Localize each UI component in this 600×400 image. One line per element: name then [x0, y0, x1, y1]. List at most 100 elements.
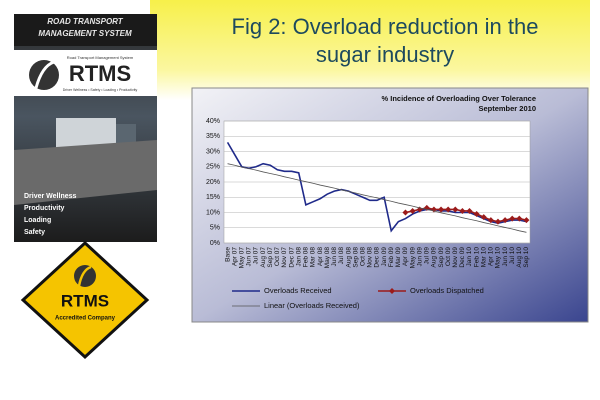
truck [56, 118, 116, 148]
x-tick-label: Oct 09 [445, 247, 452, 267]
y-tick-label: 15% [206, 194, 220, 201]
badge-diamond [20, 240, 150, 360]
legend-label: Overloads Dispatched [410, 286, 484, 295]
series-marker [509, 215, 516, 222]
poster-item: Loading [24, 217, 51, 224]
x-tick-label: Sep 08 [352, 247, 359, 268]
badge-icon [77, 265, 92, 287]
y-tick-label: 40% [206, 118, 220, 125]
slide-title: sugar industry [316, 42, 454, 67]
poster-logo: RTMS [69, 61, 131, 86]
x-tick-label: Sep 07 [267, 247, 274, 268]
x-tick-label: Oct 08 [359, 247, 366, 267]
series-marker [452, 206, 459, 213]
x-tick-label: Aug 10 [516, 247, 523, 268]
x-tick-label: Jun 07 [246, 247, 253, 267]
x-tick-label: May 08 [324, 247, 331, 269]
x-tick-label: Mar 09 [395, 247, 402, 268]
y-tick-label: 35% [206, 133, 220, 140]
x-tick-label: Aug 07 [260, 247, 267, 268]
x-tick-label: Feb 08 [303, 247, 310, 268]
legend-marker [389, 288, 395, 294]
poster-item: Driver Wellness [24, 193, 77, 200]
legend-label: Linear (Overloads Received) [264, 301, 360, 310]
chart: 0%5%10%15%20%25%30%35%40%Base Apr 07 May 0… [206, 118, 530, 310]
legend-label: Overloads Received [264, 286, 332, 295]
x-tick-label: May 09 [409, 247, 416, 269]
x-tick-label: Mar 10 [480, 247, 487, 268]
x-tick-label: Nov 09 [452, 247, 459, 268]
series-marker [438, 206, 445, 213]
slide-title: Fig 2: Overload reduction in the [232, 14, 539, 39]
series-line [227, 163, 527, 233]
x-tick-label: Aug 09 [431, 247, 438, 268]
chart-subtitle: September 2010 [478, 104, 536, 113]
badge: RTMS Accredited Company [20, 240, 150, 360]
x-tick-label: Mar 08 [310, 247, 317, 268]
series-marker [487, 217, 494, 224]
x-tick-label: Apr 07 [231, 247, 238, 267]
x-tick-label: Sep 10 [523, 247, 530, 268]
series-marker [523, 217, 530, 224]
badge-icon [74, 265, 96, 287]
x-tick-label: Oct 07 [274, 247, 281, 267]
x-tick-label: Jan 08 [295, 247, 302, 267]
y-tick-label: 5% [210, 225, 220, 232]
y-tick-label: 25% [206, 164, 220, 171]
x-tick-label: Dec 09 [459, 247, 466, 268]
y-tick-label: 0% [210, 240, 220, 247]
x-tick-label: May 10 [495, 247, 502, 269]
x-tick-label: Jan 10 [466, 247, 473, 267]
poster-logo-sub: Road Transport Management System [67, 55, 134, 60]
poster-item: Productivity [24, 205, 65, 212]
series-marker [445, 206, 452, 213]
series-marker [409, 207, 416, 214]
poster-banner-text: ROAD TRANSPORT [47, 17, 124, 26]
y-tick-label: 20% [206, 179, 220, 186]
y-tick-label: 30% [206, 148, 220, 155]
poster: ROAD TRANSPORT MANAGEMENT SYSTEM RTMS Ro… [14, 14, 157, 242]
series-marker [494, 218, 501, 225]
bridge [14, 140, 157, 205]
x-tick-label: Apr 10 [488, 247, 495, 267]
poster-tagline: Driver Wellness • Safety • Loading • Pro… [63, 88, 138, 92]
x-tick-label: Nov 08 [367, 247, 374, 268]
x-tick-label: Jun 09 [416, 247, 423, 267]
series-marker [480, 214, 487, 221]
x-tick-label: Aug 08 [345, 247, 352, 268]
series-marker [473, 211, 480, 218]
x-tick-label: Apr 09 [402, 247, 409, 267]
x-tick-label: Jun 10 [502, 247, 509, 267]
x-tick-label: Apr 08 [317, 247, 324, 267]
x-tick-label: Feb 09 [388, 247, 395, 268]
x-tick-label: Nov 07 [281, 247, 288, 268]
x-tick-label: Jan 09 [381, 247, 388, 267]
x-tick-label: Sep 09 [438, 247, 445, 268]
y-tick-label: 10% [206, 209, 220, 216]
x-tick-label: Jul 10 [509, 247, 516, 265]
x-tick-label: Jul 09 [424, 247, 431, 265]
title-band [150, 0, 590, 100]
logo-icon [34, 60, 55, 89]
x-tick-label: Dec 07 [288, 247, 295, 268]
x-tick-label: May 07 [239, 247, 246, 269]
series-marker [459, 207, 466, 214]
logo-icon [29, 60, 59, 90]
x-tick-label: Jul 08 [338, 247, 345, 265]
poster-banner [14, 14, 157, 46]
chart-title: % Incidence of Overloading Over Toleranc… [382, 94, 537, 103]
series-marker [516, 215, 523, 222]
x-tick-label: Jul 07 [253, 247, 260, 265]
x-tick-label: Base [224, 247, 231, 262]
badge-sub: Accredited Company [55, 316, 116, 322]
x-tick-label: Dec 08 [374, 247, 381, 268]
x-tick-label: Jun 08 [331, 247, 338, 267]
series-marker [502, 217, 509, 224]
series-marker [466, 207, 473, 214]
poster-item: Safety [24, 229, 45, 236]
badge-name: RTMS [61, 291, 109, 310]
poster-banner-text: MANAGEMENT SYSTEM [38, 29, 132, 38]
x-tick-label: Feb 10 [473, 247, 480, 268]
series-marker [402, 209, 409, 216]
